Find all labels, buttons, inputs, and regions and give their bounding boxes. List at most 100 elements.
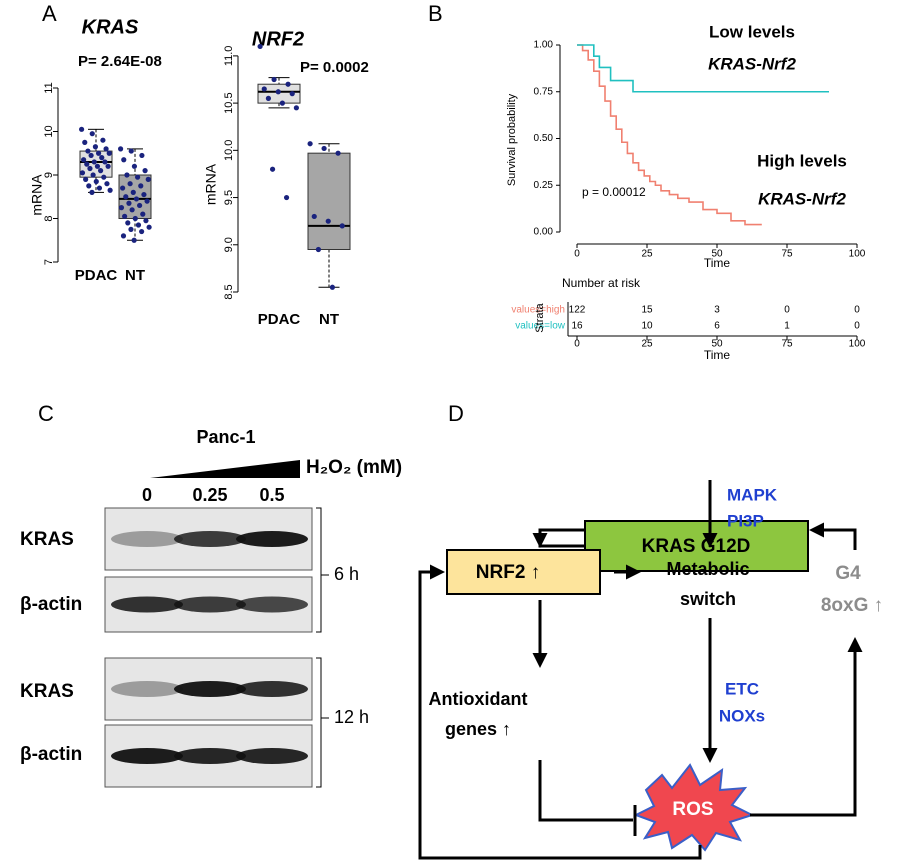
panel-label: D [448,401,464,426]
y-tick-label: 11.0 [223,46,235,67]
data-point [144,198,150,204]
dose-wedge [150,460,300,478]
dose: 0.5 [259,485,284,505]
data-point [140,211,146,217]
x-tick-label: PDAC [75,267,118,284]
x-tick-label: PDAC [258,311,301,328]
data-point [94,163,101,169]
risk-count: 0 [854,321,860,332]
cell-line: Panc-1 [196,427,255,447]
annotation: P= 0.0002 [300,59,369,76]
survival-curve [577,44,762,226]
data-point [269,166,276,172]
pathway: NOXs [719,706,765,725]
risk-count: 15 [641,305,653,316]
blot-band [174,531,246,547]
blot-label: KRAS [20,681,74,702]
data-point [139,152,145,159]
y-tick-label: 0.25 [534,180,554,191]
x-tick-label: NT [125,267,145,284]
curve-label: KRAS-Nrf2 [758,189,846,208]
data-point [124,172,130,178]
y-tick-label: 1.00 [534,40,554,51]
y-tick-label: 11 [43,82,55,93]
metabolic-label: switch [680,589,736,609]
data-point [89,131,95,137]
data-point [127,181,133,187]
data-point [275,89,281,95]
data-point [107,187,113,193]
data-point [106,150,112,156]
data-point [118,146,124,152]
data-point [132,215,138,222]
data-point [91,159,97,165]
data-point [133,196,140,202]
y-tick-label: 9 [43,172,55,178]
data-point [146,224,152,230]
legend-label: values=low [515,321,566,332]
data-point [279,100,286,106]
data-point [98,168,104,174]
panel-label: B [428,1,443,26]
blot-band [174,681,246,697]
risk-title: Number at risk [562,276,641,290]
data-point [311,213,317,220]
box [79,150,113,178]
blot-band [236,748,308,764]
chart-title: KRAS [82,16,139,38]
risk-count: 6 [714,321,720,332]
data-point [335,150,341,156]
nrf2-node [446,549,601,595]
y-tick-label: 8.5 [223,284,235,299]
annotation: p = 0.00012 [582,185,646,199]
bracket [316,507,329,633]
antioxidant-label: Antioxidant [429,689,528,709]
blot-band [111,681,183,697]
nrf2-label: NRF2 ↑ [476,562,540,583]
pathway: PI3P [727,511,764,530]
ros-burst [633,763,755,852]
data-point [101,174,107,180]
data-point [339,223,345,229]
panel-label: A [42,1,57,26]
arrow [418,564,702,860]
time-label: 6 h [334,564,359,584]
y-tick-label: 10.5 [223,92,235,113]
blot-label: β-actin [20,744,82,765]
data-point [143,218,149,224]
risk-count: 16 [571,321,583,332]
data-point [139,228,145,235]
data-point [89,189,95,195]
risk-count: 3 [714,305,720,316]
data-point [99,155,105,161]
x-tick-label: 100 [849,339,866,350]
blot-band [174,596,246,613]
data-point [307,141,313,147]
arrow [750,637,863,817]
data-point [126,200,132,206]
data-point [85,148,91,154]
blot-label: KRAS [20,529,74,550]
blot-band [111,531,183,547]
blot-band [236,596,308,613]
data-point [285,81,291,87]
data-point [131,237,137,243]
data-point [142,168,148,174]
x-axis-label: Time [704,348,731,362]
dose: 0 [142,485,152,505]
data-point [283,194,290,201]
blot-band [111,748,183,764]
x-tick-label: 75 [781,249,793,260]
y-axis-label: mRNA [29,174,45,216]
x-tick-label: 50 [711,249,723,260]
data-point [93,178,99,185]
data-point [86,183,92,189]
curve-label: KRAS-Nrf2 [708,54,796,73]
data-point [82,139,88,145]
diagram: KRAS G12D NRF2 ↑ MAPK PI3P Metabolic swi… [418,480,883,860]
x-tick-label: 0 [574,249,580,260]
inhibition [538,760,637,836]
time-label: 12 h [334,707,369,727]
risk-count: 0 [784,305,790,316]
y-tick-label: 10 [43,125,55,137]
